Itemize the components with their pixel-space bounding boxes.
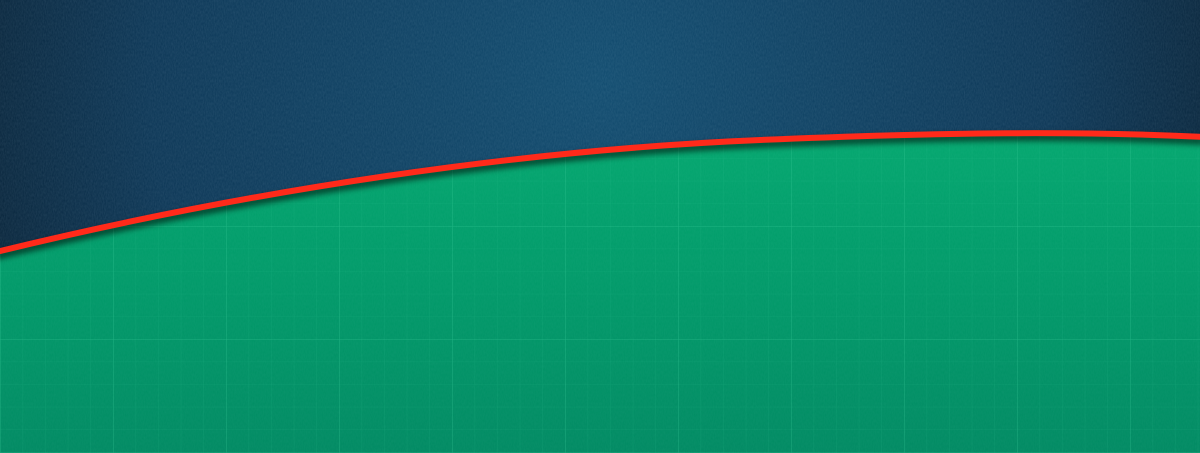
curve-shadow (0, 133, 1200, 260)
red-curve-line (0, 130, 1200, 255)
